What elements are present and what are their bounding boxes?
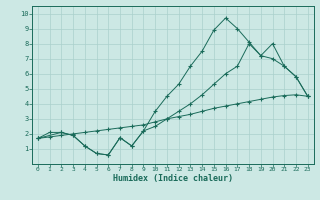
X-axis label: Humidex (Indice chaleur): Humidex (Indice chaleur) [113,174,233,183]
